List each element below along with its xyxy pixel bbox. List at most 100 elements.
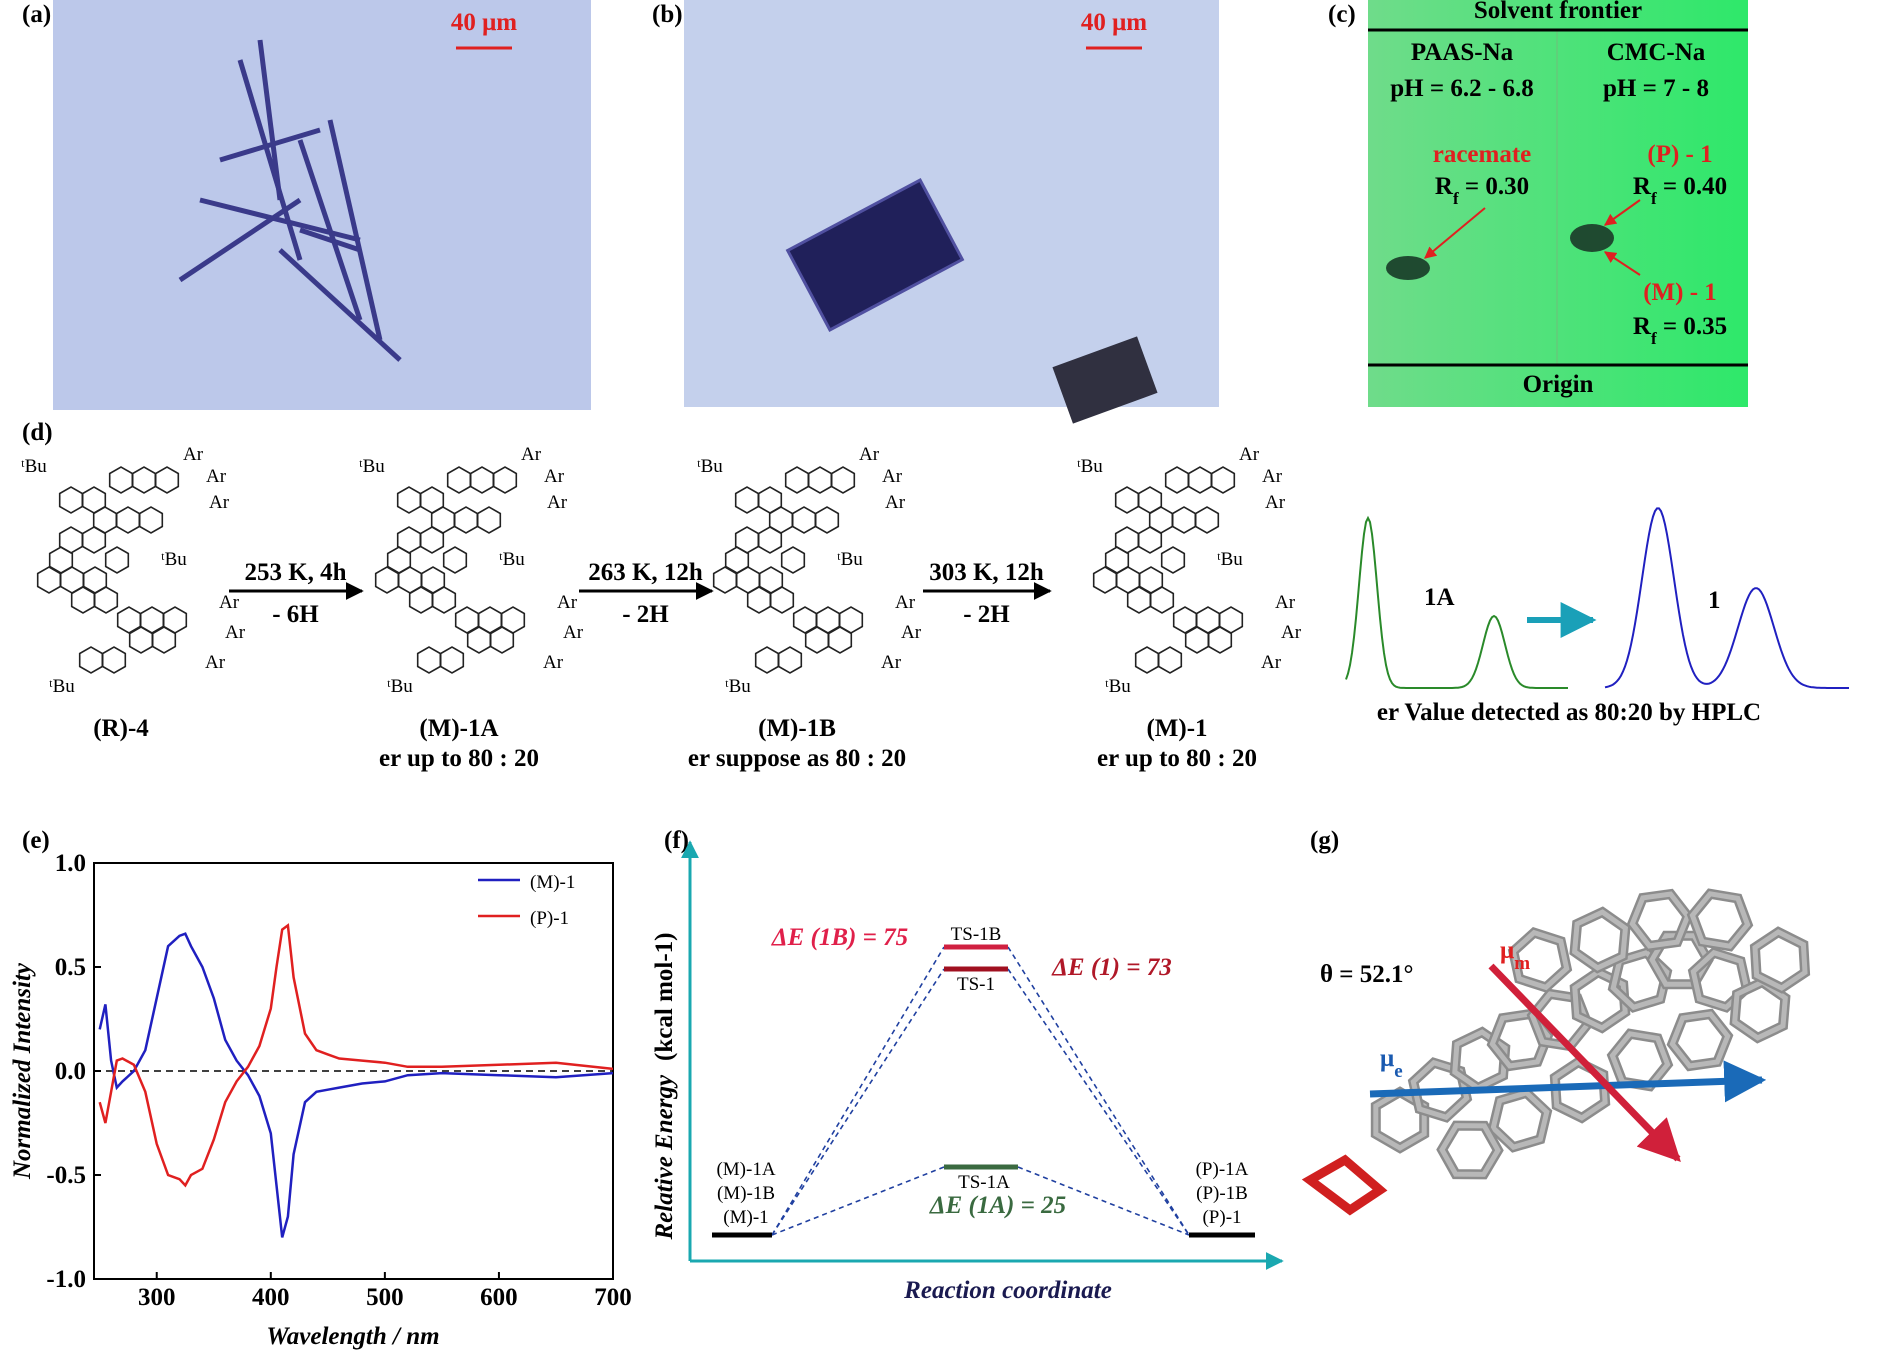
ring bbox=[1689, 891, 1751, 949]
rf: Rf = 0.35 bbox=[1633, 313, 1727, 348]
ring bbox=[108, 466, 134, 494]
ring bbox=[1609, 1031, 1671, 1089]
plate-bottom: Origin bbox=[1523, 371, 1594, 398]
x-tick-label: 500 bbox=[366, 1284, 404, 1311]
ring bbox=[1149, 586, 1175, 614]
ring bbox=[489, 626, 515, 654]
ring bbox=[1439, 1123, 1501, 1177]
substituent: Ar bbox=[1281, 622, 1302, 643]
substituent: Ar bbox=[544, 466, 565, 487]
ring bbox=[1160, 546, 1186, 574]
ring bbox=[807, 466, 833, 494]
ring bbox=[154, 466, 180, 494]
substituent: Ar bbox=[1239, 444, 1260, 465]
ring bbox=[757, 526, 783, 554]
ring bbox=[1552, 1059, 1608, 1121]
ring bbox=[734, 486, 760, 514]
ring bbox=[1184, 626, 1210, 654]
ring bbox=[804, 626, 830, 654]
ring bbox=[151, 626, 177, 654]
substituent: ᵗBu bbox=[499, 549, 525, 570]
ring bbox=[780, 546, 806, 574]
ring bbox=[442, 546, 468, 574]
lane-ph: pH = 6.2 - 6.8 bbox=[1390, 75, 1533, 102]
spot-name: (M) - 1 bbox=[1643, 279, 1717, 306]
substituent: Ar bbox=[859, 444, 880, 465]
substituent: Ar bbox=[547, 492, 568, 513]
hplc-trace bbox=[1345, 515, 1568, 689]
hplc-label: 1A bbox=[1424, 584, 1455, 611]
hplc-caption: er Value detected as 80:20 by HPLC bbox=[1377, 699, 1761, 726]
ring bbox=[1194, 506, 1220, 534]
ring bbox=[81, 526, 107, 554]
panel-label: (c) bbox=[1328, 1, 1356, 28]
ring bbox=[1164, 466, 1190, 494]
angle: θ = 52.1° bbox=[1320, 961, 1414, 988]
ring bbox=[466, 626, 492, 654]
ring bbox=[70, 586, 96, 614]
ring bbox=[78, 646, 104, 674]
state-label: (M)-1B bbox=[717, 1183, 775, 1204]
substituent: ᵗBu bbox=[837, 549, 863, 570]
ring bbox=[138, 506, 164, 534]
ring bbox=[827, 626, 853, 654]
ring bbox=[1092, 566, 1118, 594]
ring bbox=[58, 486, 84, 514]
substituent: ᵗBu bbox=[359, 456, 385, 477]
panel-label: (b) bbox=[652, 1, 683, 28]
ring bbox=[93, 586, 119, 614]
rf: Rf = 0.40 bbox=[1633, 173, 1727, 208]
crystal bbox=[1052, 336, 1158, 424]
substituent: Ar bbox=[543, 652, 564, 673]
ring bbox=[746, 586, 772, 614]
substituent: Ar bbox=[901, 622, 922, 643]
rf: Rf = 0.30 bbox=[1435, 173, 1529, 208]
series-line bbox=[98, 923, 614, 1188]
ring bbox=[408, 586, 434, 614]
ring bbox=[769, 586, 795, 614]
barrier: ΔE (1) = 73 bbox=[1051, 954, 1172, 981]
ring bbox=[1134, 646, 1160, 674]
ring bbox=[439, 646, 465, 674]
compound-name: (M)-1 bbox=[1146, 715, 1207, 742]
substituent: ᵗBu bbox=[21, 456, 47, 477]
x-axis-label: Reaction coordinate bbox=[903, 1277, 1112, 1304]
y-tick-label: -0.5 bbox=[46, 1162, 86, 1189]
lane-ph: pH = 7 - 8 bbox=[1603, 75, 1709, 102]
ring bbox=[777, 646, 803, 674]
substituent: ᵗBu bbox=[161, 549, 187, 570]
state-label: (P)-1A bbox=[1196, 1159, 1249, 1180]
compound-er: er up to 80 : 20 bbox=[1097, 745, 1257, 772]
state-label: (M)-1A bbox=[716, 1159, 775, 1180]
ring bbox=[712, 566, 738, 594]
mu-m: μm bbox=[1500, 937, 1530, 974]
ring bbox=[446, 466, 472, 494]
substituent: Ar bbox=[1262, 466, 1283, 487]
ring bbox=[1137, 526, 1163, 554]
compound-er: er suppose as 80 : 20 bbox=[688, 745, 906, 772]
ring bbox=[419, 526, 445, 554]
substituent: Ar bbox=[219, 592, 240, 613]
ring bbox=[492, 466, 518, 494]
substituent: ᵗBu bbox=[387, 676, 413, 697]
ring bbox=[115, 506, 141, 534]
panel-label: (g) bbox=[1310, 827, 1339, 854]
ring bbox=[1510, 929, 1570, 991]
substituent: Ar bbox=[205, 652, 226, 673]
loss: - 6H bbox=[272, 601, 319, 628]
scale-label: 40 μm bbox=[1081, 9, 1147, 36]
substituent: ᵗBu bbox=[1105, 676, 1131, 697]
y-axis-label: Relative Energy(kcal mol-1) bbox=[651, 932, 678, 1240]
ring bbox=[1732, 979, 1788, 1041]
ring bbox=[1752, 929, 1808, 991]
compound-name: (M)-1A bbox=[419, 715, 498, 742]
oxygen-bridge bbox=[1301, 1154, 1388, 1216]
lane-name: CMC-Na bbox=[1607, 39, 1706, 66]
ring bbox=[1210, 466, 1236, 494]
conditions: 253 K, 4h bbox=[244, 559, 346, 586]
substituent: Ar bbox=[885, 492, 906, 513]
state-label: (M)-1 bbox=[723, 1207, 768, 1228]
compound-er: er up to 80 : 20 bbox=[379, 745, 539, 772]
ring bbox=[1571, 909, 1629, 971]
